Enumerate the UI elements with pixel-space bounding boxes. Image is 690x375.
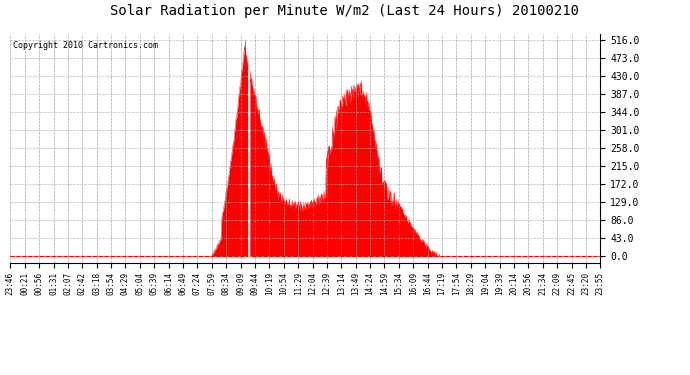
Text: Copyright 2010 Cartronics.com: Copyright 2010 Cartronics.com <box>13 40 158 50</box>
Text: Solar Radiation per Minute W/m2 (Last 24 Hours) 20100210: Solar Radiation per Minute W/m2 (Last 24… <box>110 4 580 18</box>
